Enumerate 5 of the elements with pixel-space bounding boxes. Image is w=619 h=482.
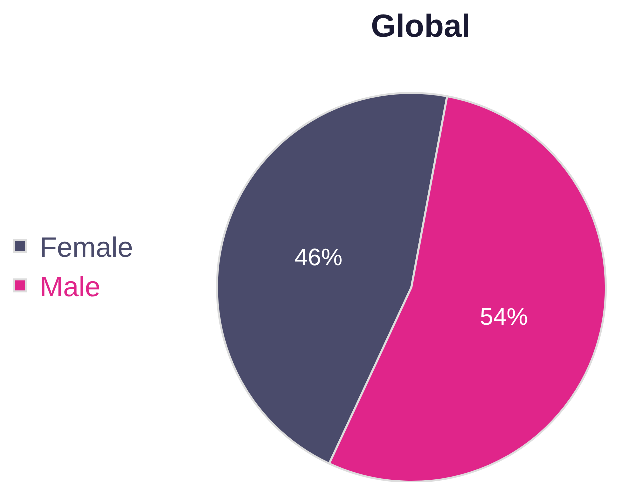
legend-label: Male: [40, 272, 101, 303]
data-label: 46%: [294, 244, 343, 272]
legend-label: Female: [40, 232, 134, 264]
chart-title: Global: [371, 8, 471, 44]
data-label: 54%: [480, 304, 528, 331]
